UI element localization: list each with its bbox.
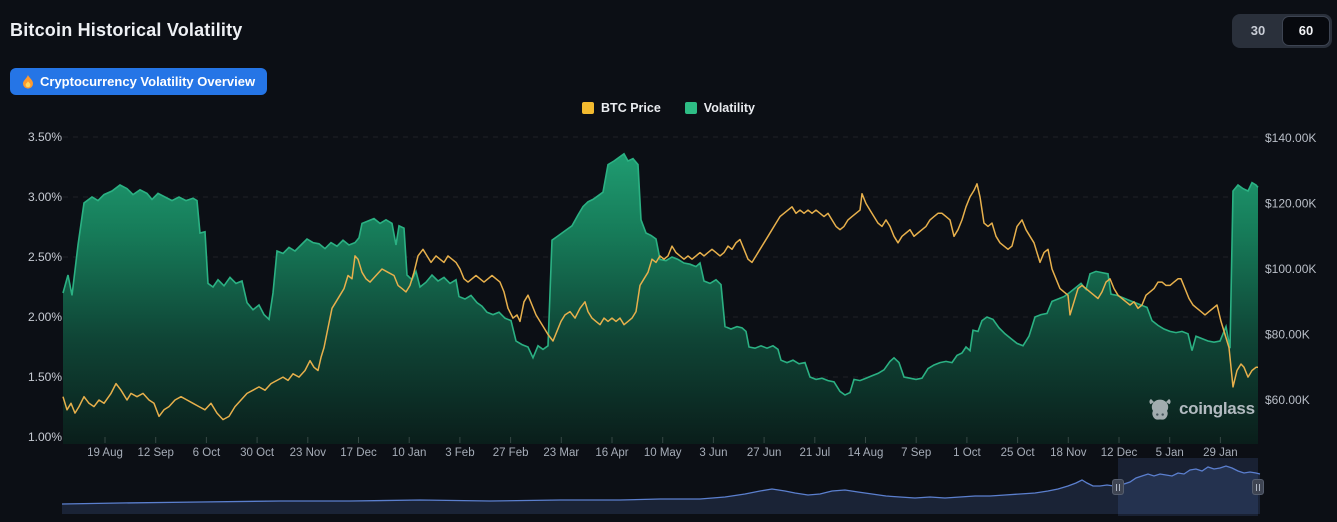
- x-axis-label: 21 Jul: [799, 447, 830, 459]
- volatility-swatch: [684, 102, 697, 114]
- right-axis-tick-label: $140.00K: [1265, 131, 1316, 145]
- right-axis-tick-label: $60.00K: [1265, 393, 1310, 407]
- coinglass-bull-icon: [1148, 398, 1172, 420]
- chart-legend: BTC Price Volatility: [0, 101, 1337, 115]
- navigator-right-handle[interactable]: [1252, 479, 1264, 495]
- coinglass-watermark: coinglass: [1148, 398, 1255, 420]
- x-axis-label: 27 Jun: [747, 447, 782, 459]
- x-axis-label: 25 Oct: [1001, 447, 1036, 459]
- navigator-left-handle[interactable]: [1112, 479, 1124, 495]
- x-axis-label: 3 Jun: [699, 447, 727, 459]
- page-title: Bitcoin Historical Volatility: [10, 20, 243, 40]
- x-axis-label: 12 Dec: [1101, 447, 1138, 459]
- volatility-overview-button[interactable]: Cryptocurrency Volatility Overview: [10, 68, 268, 95]
- watermark-label: coinglass: [1179, 399, 1255, 418]
- x-axis-label: 14 Aug: [848, 447, 884, 459]
- left-axis-tick-label: 1.50%: [28, 370, 62, 384]
- x-axis-label: 7 Sep: [901, 447, 931, 459]
- legend-label: Volatility: [703, 101, 755, 115]
- left-axis-tick-label: 3.50%: [28, 130, 62, 144]
- period-option-60[interactable]: 60: [1282, 16, 1330, 46]
- x-axis-label: 23 Mar: [543, 447, 579, 459]
- left-axis-tick-label: 3.00%: [28, 190, 62, 204]
- x-axis-label: 12 Sep: [137, 447, 173, 459]
- legend-label: BTC Price: [601, 101, 661, 115]
- right-axis-tick-label: $120.00K: [1265, 197, 1316, 211]
- x-axis-label: 16 Apr: [595, 447, 628, 459]
- x-axis-label: 6 Oct: [193, 447, 221, 459]
- flame-icon: [22, 74, 34, 89]
- x-axis-label: 19 Aug: [87, 447, 123, 459]
- btc-price-line: [62, 183, 1258, 421]
- volatility-overview-label: Cryptocurrency Volatility Overview: [40, 74, 256, 89]
- legend-item-btc-price[interactable]: BTC Price: [582, 101, 661, 115]
- x-axis-label: 17 Dec: [340, 447, 377, 459]
- x-axis-label: 10 May: [644, 447, 682, 459]
- x-axis-label: 10 Jan: [392, 447, 427, 459]
- x-axis-label: 3 Feb: [445, 447, 474, 459]
- btc-price-swatch: [582, 102, 595, 114]
- right-axis-tick-label: $80.00K: [1265, 328, 1310, 342]
- x-axis-label: 29 Jan: [1203, 447, 1238, 459]
- x-axis-label: 1 Oct: [953, 447, 981, 459]
- navigator-selection[interactable]: [1118, 458, 1258, 516]
- x-axis-label: 23 Nov: [290, 447, 327, 459]
- navigator-area: [62, 466, 1260, 514]
- period-option-30[interactable]: 30: [1250, 23, 1266, 38]
- x-axis-label: 5 Jan: [1156, 447, 1184, 459]
- legend-item-volatility[interactable]: Volatility: [684, 101, 755, 115]
- left-axis-tick-label: 2.50%: [28, 250, 62, 264]
- x-axis-label: 18 Nov: [1050, 447, 1087, 459]
- period-toggle: 30 60: [1232, 14, 1332, 48]
- x-axis-label: 27 Feb: [493, 447, 529, 459]
- x-axis-label: 30 Oct: [240, 447, 275, 459]
- navigator-line: [61, 465, 1261, 505]
- right-axis-tick-label: $100.00K: [1265, 262, 1316, 276]
- volatility-line: [62, 152, 1259, 396]
- left-axis-tick-label: 1.00%: [28, 430, 62, 444]
- left-axis-tick-label: 2.00%: [28, 310, 62, 324]
